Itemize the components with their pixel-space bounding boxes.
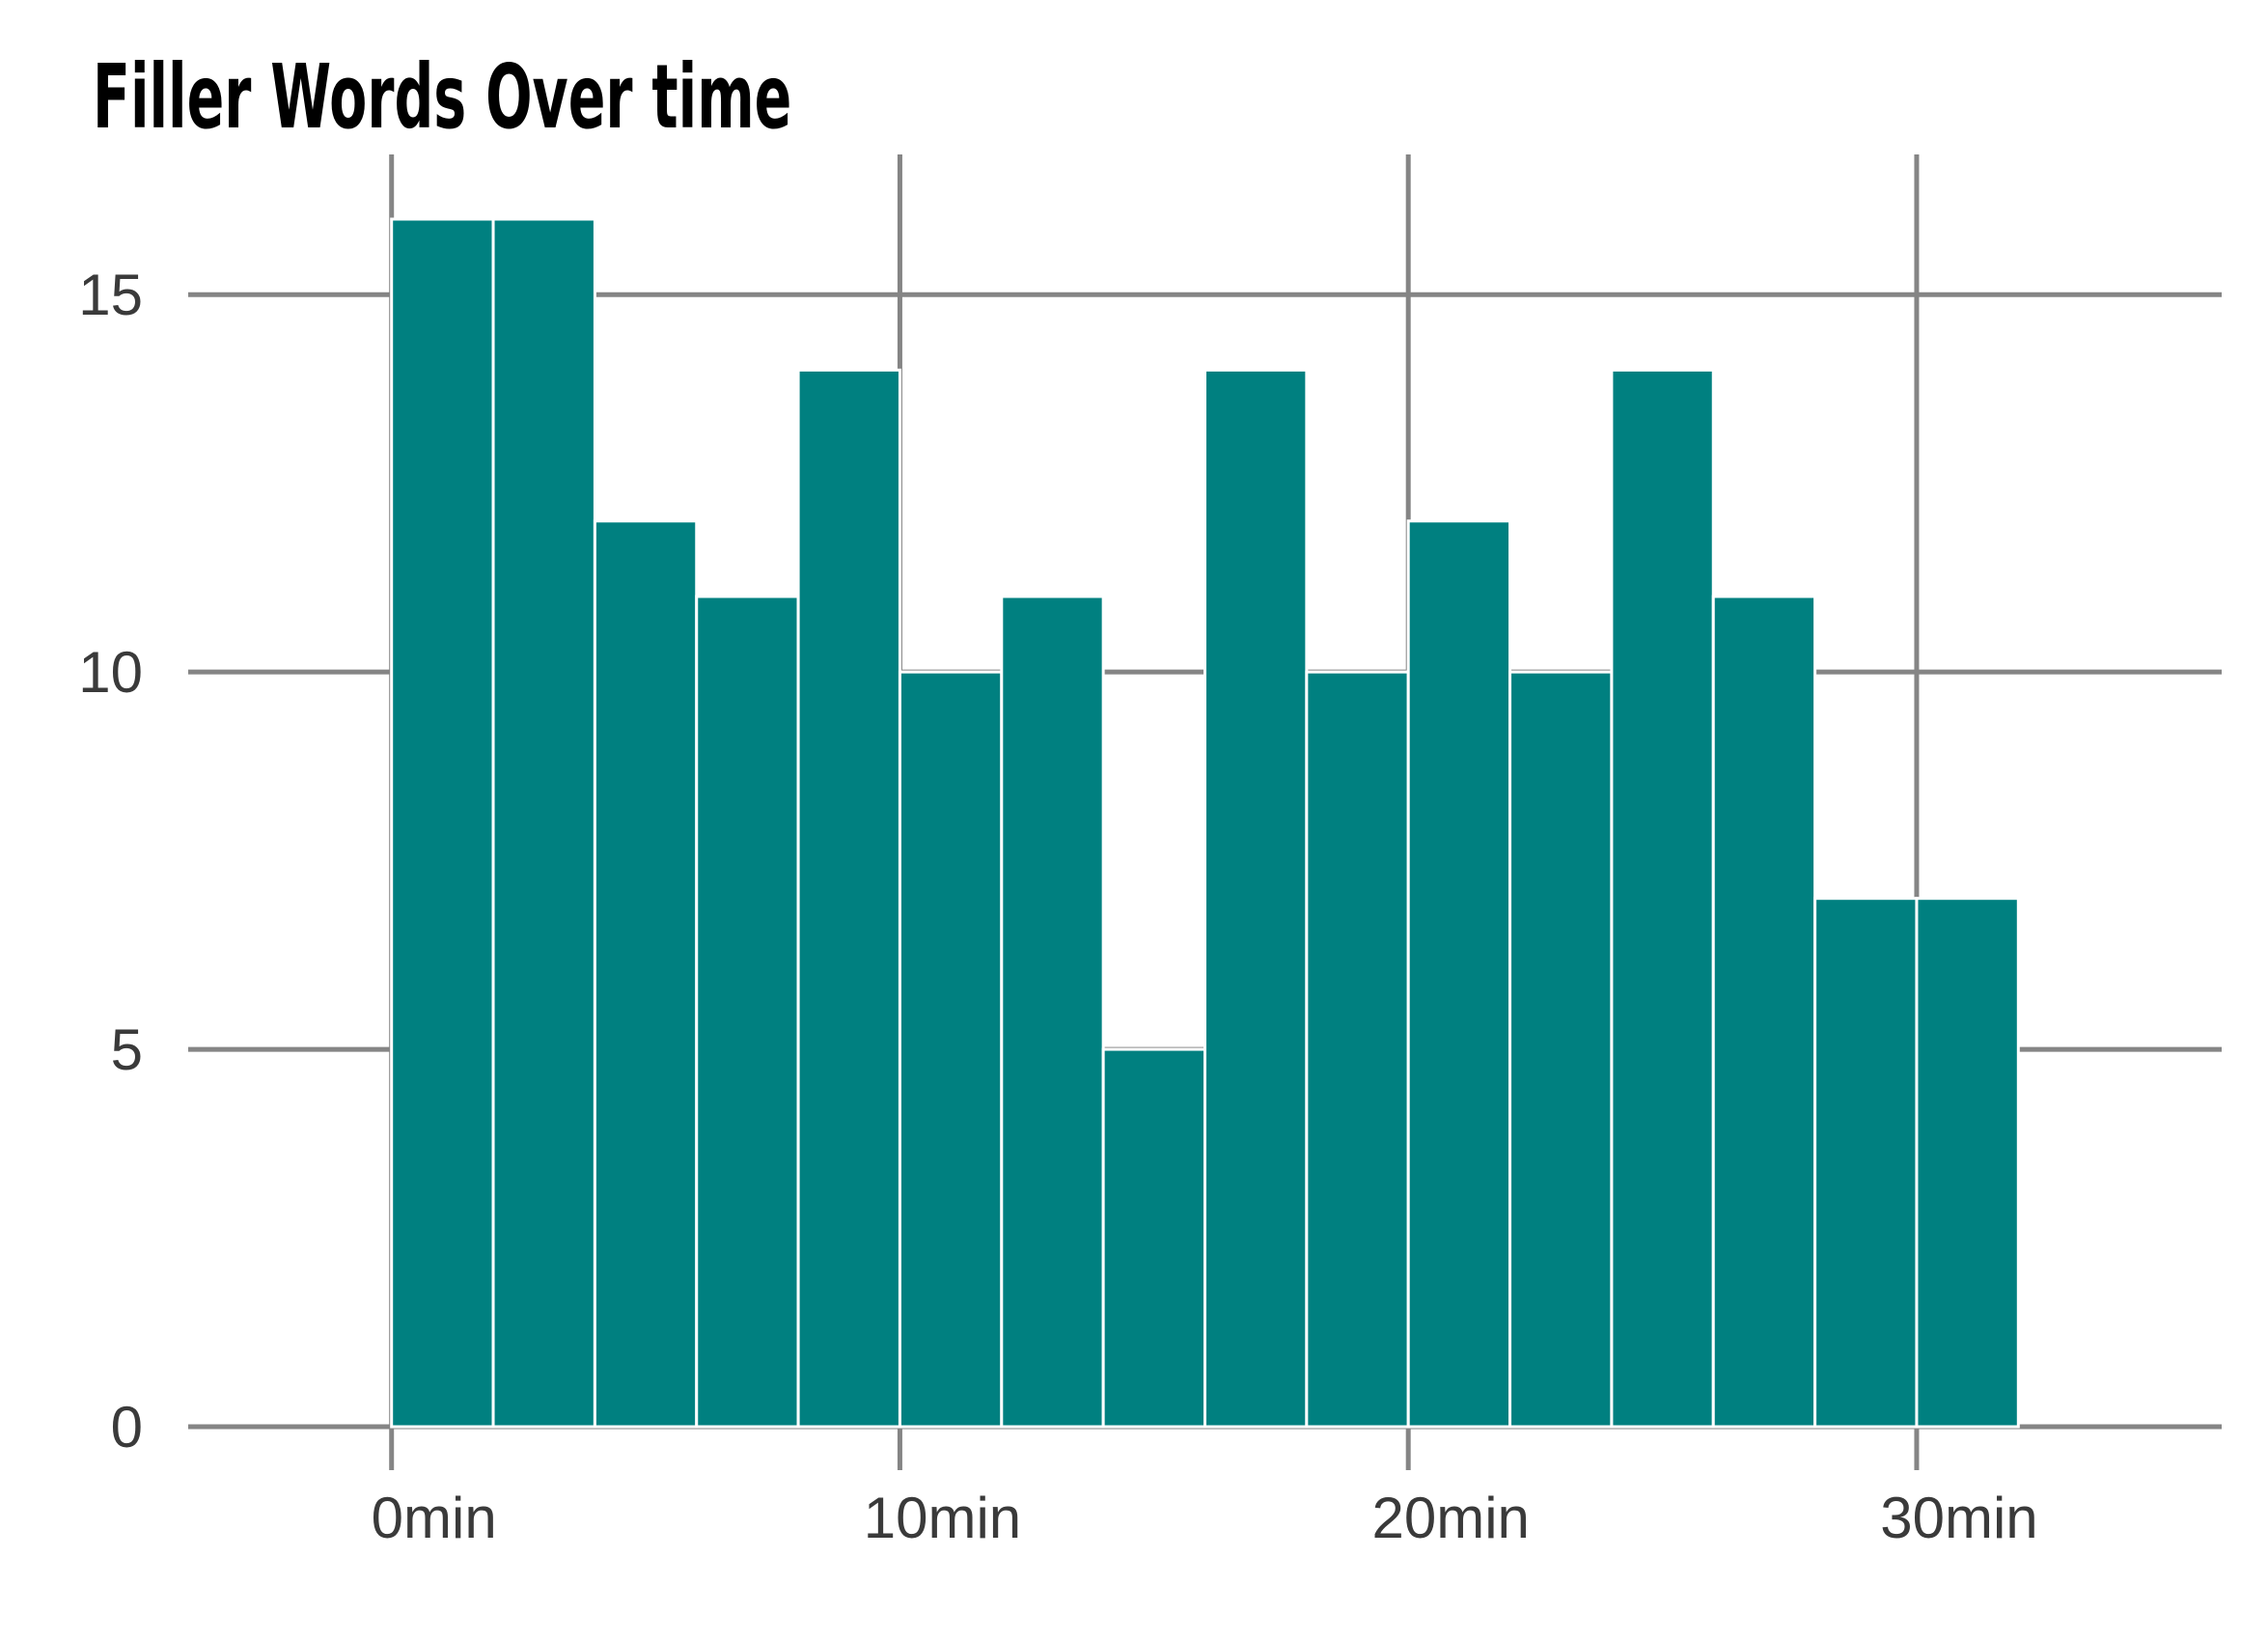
histogram-bar bbox=[1203, 368, 1309, 1429]
x-tick-label: 20min bbox=[1371, 1486, 1529, 1550]
histogram-bar bbox=[898, 670, 1004, 1429]
x-tick-label: 0min bbox=[372, 1486, 497, 1550]
bars bbox=[390, 217, 2020, 1429]
y-tick-label: 15 bbox=[78, 263, 143, 327]
y-tick-label: 10 bbox=[78, 640, 143, 705]
histogram-bar bbox=[593, 519, 699, 1429]
histogram-bar bbox=[1915, 897, 2020, 1429]
histogram-bar bbox=[796, 368, 901, 1429]
histogram-bar bbox=[1406, 519, 1512, 1429]
x-tick-label: 10min bbox=[864, 1486, 1021, 1550]
histogram-bar bbox=[1508, 670, 1614, 1429]
x-tick-labels: 0min 10min 20min 30min bbox=[372, 1486, 2038, 1550]
histogram-bar bbox=[1305, 670, 1410, 1429]
histogram-bar bbox=[1000, 595, 1105, 1429]
x-tick-label: 30min bbox=[1880, 1486, 2037, 1550]
histogram-bar bbox=[491, 217, 596, 1429]
y-tick-labels: 0 5 10 15 bbox=[78, 263, 143, 1460]
histogram-bar bbox=[1101, 1047, 1207, 1429]
y-tick-label: 0 bbox=[111, 1395, 143, 1460]
y-tick-label: 5 bbox=[111, 1017, 143, 1082]
histogram-bar bbox=[1711, 595, 1817, 1429]
histogram-bar bbox=[1813, 897, 1919, 1429]
histogram-bar bbox=[695, 595, 800, 1429]
histogram-bar bbox=[390, 217, 495, 1429]
chart-title: Filler Words Over time bbox=[93, 46, 791, 150]
histogram-bar bbox=[1610, 368, 1715, 1429]
